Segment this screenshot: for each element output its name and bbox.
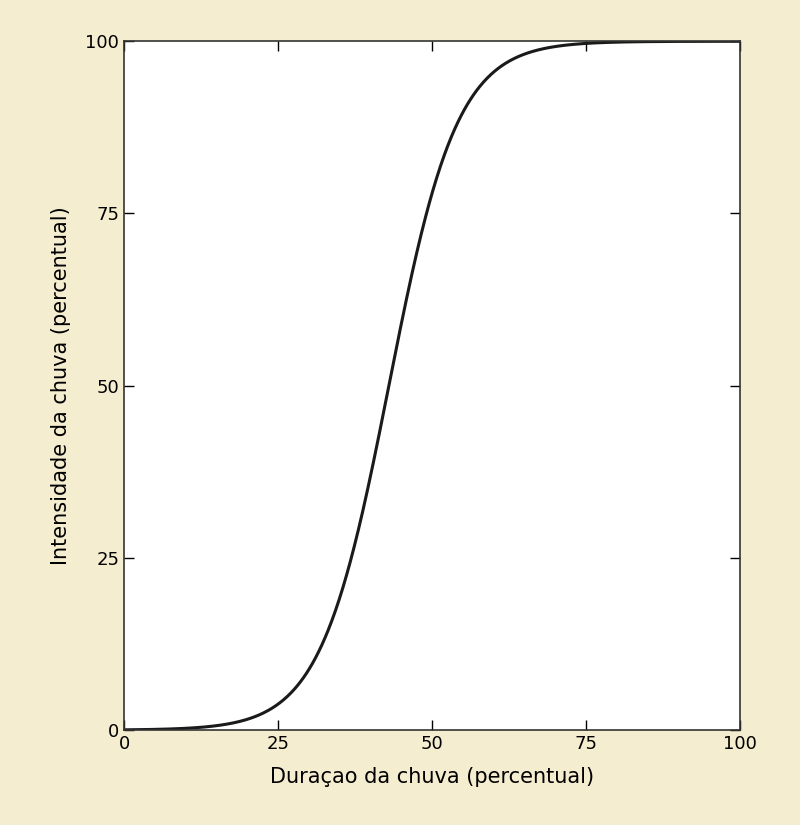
- Y-axis label: Intensidade da chuva (percentual): Intensidade da chuva (percentual): [51, 206, 71, 565]
- X-axis label: Duraçao da chuva (percentual): Duraçao da chuva (percentual): [270, 767, 594, 787]
